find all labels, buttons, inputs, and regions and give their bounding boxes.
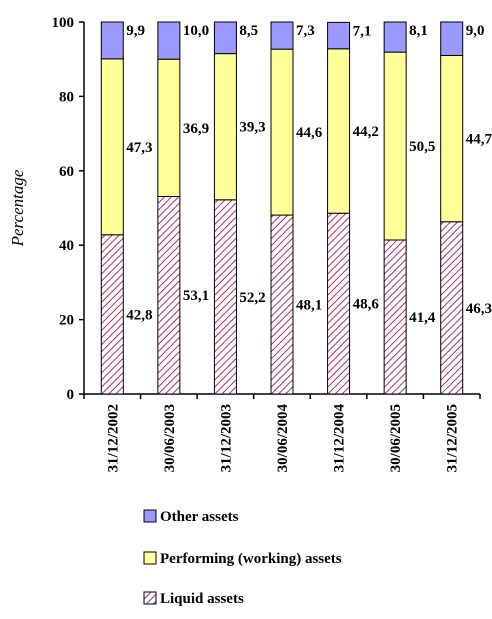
data-label: 7,3	[296, 23, 315, 39]
data-label: 8,1	[409, 23, 428, 39]
bar-segment	[270, 48, 294, 216]
bar-segment	[440, 21, 464, 56]
y-tick-label: 0	[67, 387, 75, 403]
data-label: 46,3	[466, 301, 492, 317]
data-label: 7,1	[353, 23, 372, 39]
data-label: 48,1	[296, 298, 322, 314]
data-label: 44,7	[466, 132, 492, 148]
data-label: 10,0	[183, 23, 209, 39]
x-tick-label: 31/12/2002	[105, 404, 121, 472]
bar-segment	[213, 199, 237, 395]
bar-segment	[327, 21, 351, 50]
x-tick-label: 30/06/2003	[162, 404, 178, 472]
legend-swatch	[143, 551, 157, 565]
data-label: 48,6	[353, 297, 380, 313]
data-label: 9,9	[126, 23, 145, 39]
bar-segment	[383, 21, 407, 53]
data-label: 9,0	[466, 23, 485, 39]
bar-segment	[440, 221, 464, 395]
bar-segment	[157, 58, 181, 197]
bar-segment	[213, 21, 237, 55]
y-tick-label: 20	[59, 313, 74, 329]
legend-label: Liquid assets	[160, 591, 244, 607]
bar-segment	[157, 21, 181, 60]
y-tick-label: 40	[59, 238, 74, 254]
legend-swatch	[143, 509, 157, 523]
data-label: 41,4	[409, 310, 436, 326]
plot-area: 0 20 40 60 80 100 42,8 47,3 9,9 31/12/2002 53,1 36,…	[52, 15, 492, 472]
data-label: 47,3	[126, 140, 152, 156]
legend: Other assets Performing (working) assets L…	[143, 509, 342, 607]
bar-segment	[327, 48, 351, 214]
data-label: 42,8	[126, 307, 152, 323]
x-tick-label: 30/06/2005	[388, 404, 404, 472]
x-tick-label: 30/06/2004	[275, 404, 291, 473]
bar-segment	[440, 54, 464, 223]
legend-swatch	[143, 591, 157, 605]
data-label: 39,3	[239, 120, 265, 136]
y-tick-label: 80	[59, 89, 74, 105]
bar-segment	[383, 239, 407, 395]
bar-segment	[157, 195, 181, 395]
y-tick-label: 60	[59, 164, 74, 180]
data-label: 53,1	[183, 288, 209, 304]
bar-segment	[270, 21, 294, 50]
bar-segment	[327, 212, 351, 395]
data-label: 36,9	[183, 121, 209, 137]
x-tick-label: 31/12/2003	[218, 404, 234, 472]
bar-segment	[213, 53, 237, 201]
data-label: 44,6	[296, 125, 323, 141]
legend-label: Performing (working) assets	[160, 551, 342, 567]
y-axis-label: Percentage	[8, 169, 27, 247]
x-tick-label: 31/12/2004	[332, 404, 348, 473]
bar-segment	[100, 21, 124, 60]
data-label: 8,5	[239, 23, 258, 39]
data-label: 50,5	[409, 139, 435, 155]
y-tick-label: 100	[52, 15, 75, 31]
data-label: 44,2	[353, 124, 379, 140]
bar-segment	[383, 51, 407, 241]
bar-segment	[100, 234, 124, 395]
legend-label: Other assets	[160, 509, 239, 525]
bar-segment	[270, 214, 294, 395]
data-label: 52,2	[239, 290, 265, 306]
bar-segment	[100, 58, 124, 236]
x-tick-label: 31/12/2005	[445, 404, 461, 472]
